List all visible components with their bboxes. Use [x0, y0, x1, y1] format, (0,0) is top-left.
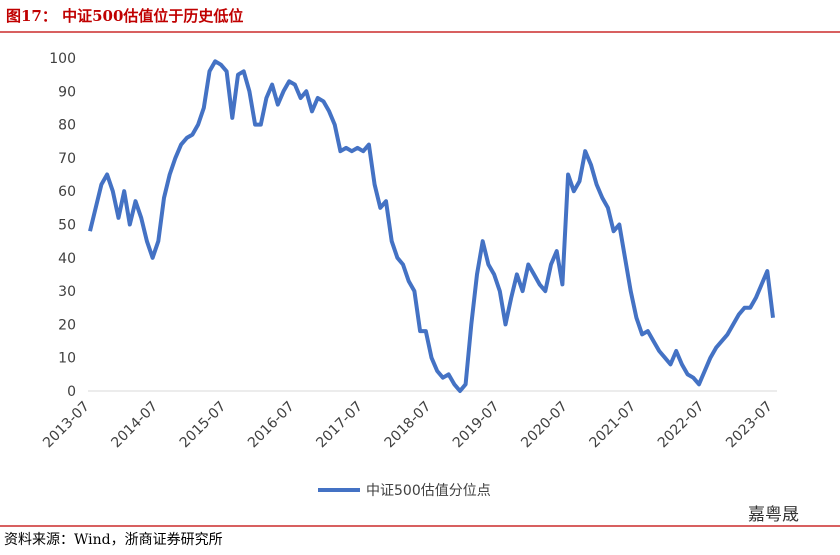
y-tick-label: 60: [58, 184, 76, 200]
data-line: [88, 59, 775, 393]
x-tick-label: 2022-07: [655, 399, 708, 452]
y-tick-label: 30: [58, 284, 76, 300]
x-tick-label: 2021-07: [587, 399, 640, 452]
legend-label: 中证500估值分位点: [366, 483, 491, 499]
source-note: 资料来源：Wind，浙商证券研究所: [4, 532, 223, 548]
x-tick-label: 2019-07: [450, 399, 503, 452]
y-tick-label: 0: [67, 384, 76, 400]
watermark: 嘉粤晟: [748, 505, 799, 525]
y-tick-label: 10: [58, 351, 76, 367]
y-tick-label: 70: [58, 151, 76, 167]
x-tick-label: 2017-07: [313, 399, 366, 452]
x-tick-label: 2020-07: [518, 399, 571, 452]
x-tick-label: 2014-07: [108, 399, 161, 452]
x-tick-label: 2016-07: [245, 399, 298, 452]
x-tick-label: 2023-07: [723, 399, 776, 452]
y-tick-label: 50: [58, 218, 76, 234]
chart-title: 图17： 中证500估值位于历史低位: [6, 7, 243, 25]
y-tick-label: 90: [58, 84, 76, 100]
y-tick-label: 100: [49, 51, 76, 67]
x-tick-label: 2015-07: [177, 399, 230, 452]
x-tick-label: 2013-07: [40, 399, 93, 452]
y-tick-label: 80: [58, 118, 76, 134]
y-tick-label: 20: [58, 317, 76, 333]
x-tick-label: 2018-07: [382, 399, 435, 452]
y-tick-label: 40: [58, 251, 76, 267]
